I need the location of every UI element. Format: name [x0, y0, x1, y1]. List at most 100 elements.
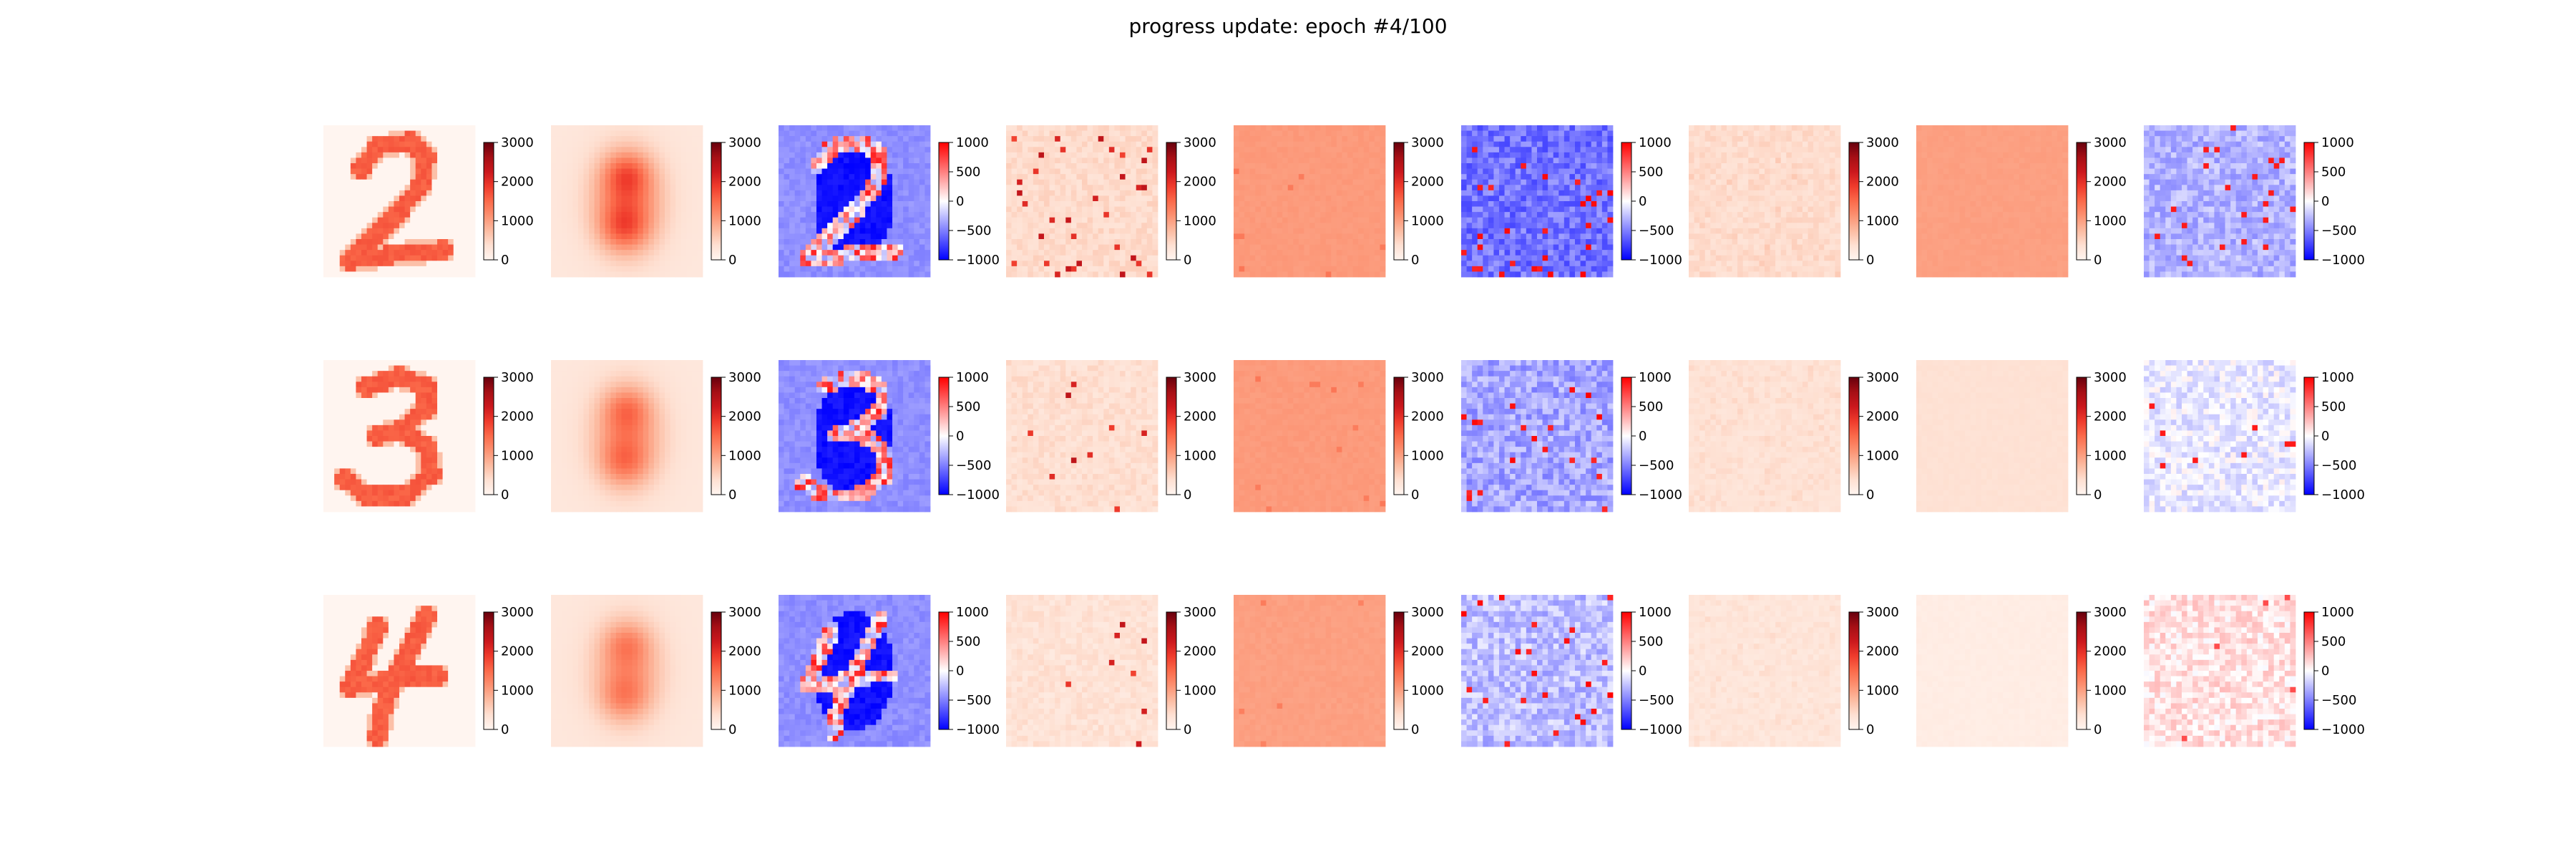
- heatmap-cell: [1510, 180, 1516, 185]
- heatmap-cell: [383, 136, 389, 142]
- heatmap-cell: [1050, 218, 1055, 223]
- heatmap-cell: [469, 195, 475, 201]
- heatmap-cell: [816, 212, 822, 218]
- heatmap-cell: [833, 125, 839, 131]
- heatmap-cell: [1065, 163, 1071, 169]
- heatmap-cell: [638, 131, 643, 137]
- heatmap-cell: [383, 201, 389, 207]
- heatmap-cell: [914, 152, 919, 158]
- heatmap-cell: [789, 261, 795, 266]
- heatmap-cell: [1103, 169, 1109, 175]
- heatmap-cell: [394, 207, 399, 213]
- heatmap-cell: [416, 152, 421, 158]
- heatmap-cell: [1071, 233, 1077, 239]
- heatmap-cell: [654, 212, 660, 218]
- heatmap-cell: [779, 195, 784, 201]
- heatmap-cell: [1109, 207, 1115, 213]
- heatmap-cell: [378, 201, 384, 207]
- heatmap-cell: [367, 157, 373, 163]
- heatmap-cell: [1830, 152, 1835, 158]
- heatmap-cell: [1521, 152, 1526, 158]
- heatmap-cell: [1065, 271, 1071, 277]
- heatmap-cell: [860, 190, 866, 196]
- heatmap-cell: [1131, 185, 1136, 190]
- heatmap-cell: [654, 195, 660, 201]
- heatmap-cell: [1835, 125, 1840, 131]
- heatmap-cell: [1288, 180, 1294, 185]
- heatmap-cell: [1488, 152, 1494, 158]
- heatmap-cell: [1093, 157, 1098, 163]
- heatmap-cell: [1531, 190, 1537, 196]
- heatmap-cell: [1710, 163, 1716, 169]
- colorbar-gradient: [1394, 142, 1404, 260]
- heatmap-cell: [329, 185, 335, 190]
- heatmap-cell: [1147, 131, 1153, 137]
- heatmap-cell: [345, 131, 351, 137]
- heatmap-cell: [909, 233, 914, 239]
- heatmap-cell: [389, 239, 394, 245]
- heatmap-cell: [1076, 218, 1082, 223]
- heatmap-cell: [659, 256, 665, 261]
- heatmap-cell: [1060, 169, 1066, 175]
- heatmap-cell: [421, 174, 426, 180]
- heatmap-cell: [1120, 125, 1126, 131]
- heatmap-cell: [1493, 169, 1499, 175]
- heatmap-cell: [1510, 228, 1516, 234]
- heatmap-cell: [898, 223, 904, 228]
- heatmap-cell: [1575, 212, 1581, 218]
- heatmap-cell: [1781, 125, 1787, 131]
- heatmap-cell: [431, 271, 437, 277]
- heatmap-cell: [1347, 261, 1353, 266]
- heatmap-cell: [892, 174, 898, 180]
- heatmap-cell: [1505, 233, 1511, 239]
- heatmap-cell: [876, 239, 882, 245]
- heatmap-cell: [665, 233, 670, 239]
- heatmap-cell: [697, 125, 703, 131]
- heatmap-cell: [800, 271, 806, 277]
- heatmap-cell: [1548, 239, 1553, 245]
- heatmap-cell: [1088, 212, 1093, 218]
- heatmap-cell: [1244, 201, 1250, 207]
- heatmap-cell: [1591, 256, 1597, 261]
- heatmap-cell: [822, 195, 828, 201]
- heatmap-cell: [697, 169, 703, 175]
- heatmap-cell: [1147, 228, 1153, 234]
- heatmap-cell: [595, 195, 600, 201]
- heatmap-cell: [643, 147, 649, 152]
- heatmap-cell: [779, 228, 784, 234]
- heatmap-cell: [1315, 185, 1321, 190]
- heatmap-cell: [659, 212, 665, 218]
- heatmap-cell: [562, 218, 567, 223]
- heatmap-cell: [1309, 218, 1315, 223]
- heatmap-cell: [551, 261, 557, 266]
- heatmap-cell: [692, 223, 698, 228]
- heatmap-cell: [654, 163, 660, 169]
- heatmap-cell: [361, 223, 367, 228]
- heatmap-cell: [1109, 131, 1115, 137]
- heatmap-cell: [1380, 157, 1385, 163]
- heatmap-cell: [789, 174, 795, 180]
- heatmap-cell: [1071, 185, 1077, 190]
- heatmap-cell: [665, 245, 670, 251]
- heatmap-cell: [1065, 266, 1071, 272]
- heatmap-cell: [1786, 136, 1792, 142]
- heatmap-cell: [1044, 266, 1050, 272]
- heatmap-cell: [1288, 142, 1294, 147]
- heatmap-cell: [1060, 201, 1066, 207]
- heatmap-cell: [1380, 212, 1385, 218]
- heatmap-cell: [833, 136, 839, 142]
- heatmap-cell: [1304, 163, 1309, 169]
- heatmap-cell: [1038, 152, 1044, 158]
- heatmap-cell: [329, 228, 335, 234]
- heatmap-cell: [340, 271, 346, 277]
- heatmap-cell: [1569, 228, 1575, 234]
- heatmap-cell: [589, 218, 595, 223]
- heatmap-cell: [600, 152, 605, 158]
- heatmap-cell: [351, 174, 356, 180]
- heatmap-cell: [1347, 180, 1353, 185]
- heatmap-cell: [887, 169, 892, 175]
- heatmap-cell: [1596, 131, 1602, 137]
- heatmap-cell: [1272, 185, 1277, 190]
- heatmap-cell: [1033, 185, 1039, 190]
- heatmap-cell: [459, 131, 464, 137]
